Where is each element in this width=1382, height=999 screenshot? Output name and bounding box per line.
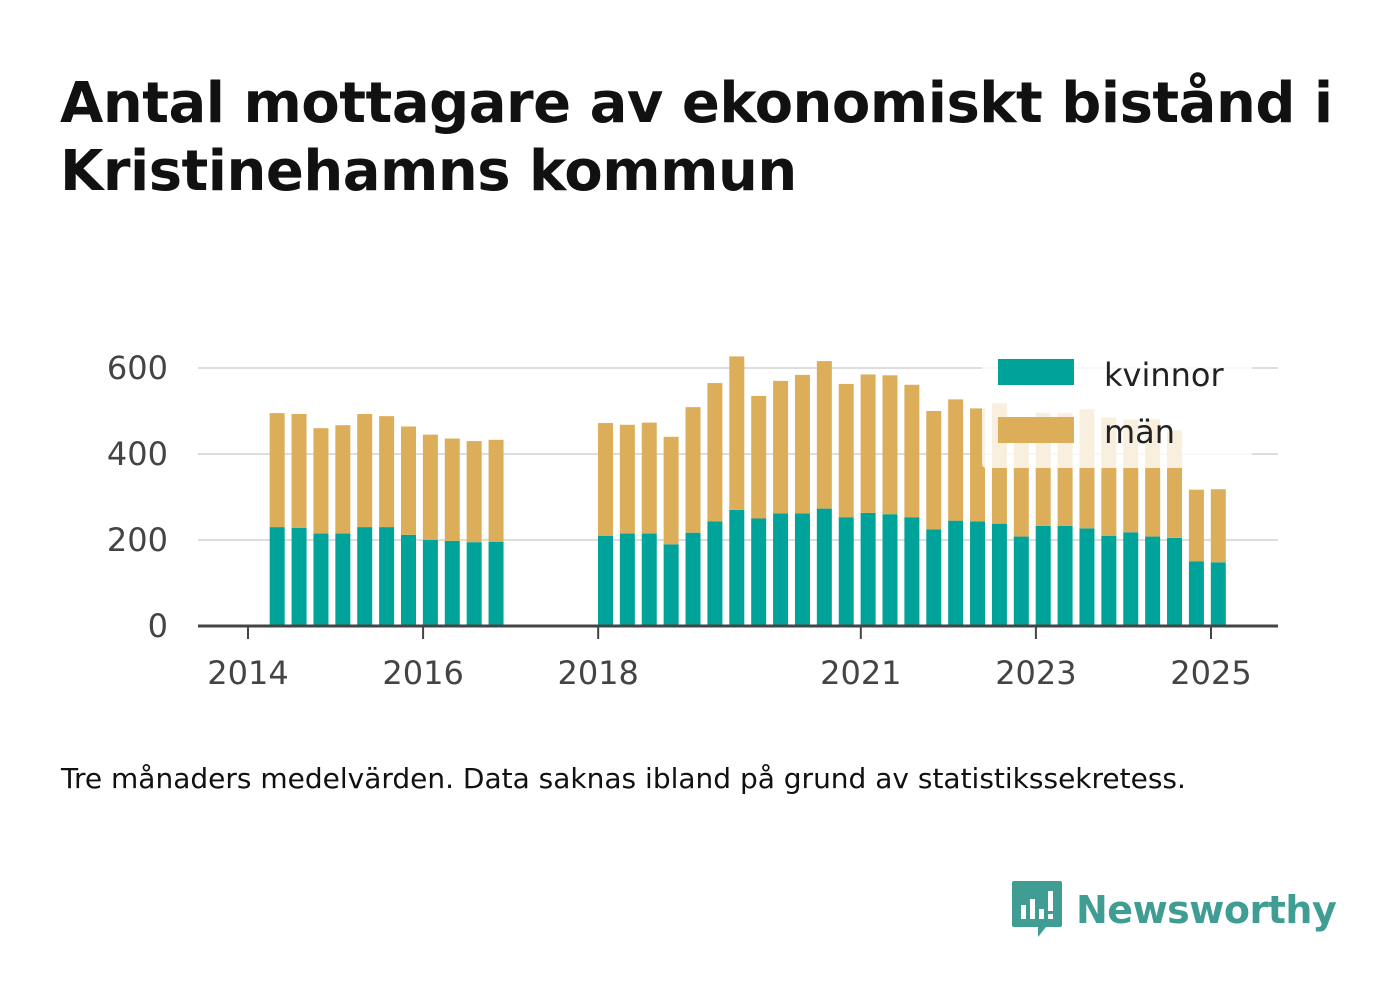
bar-man-2016-08 bbox=[466, 441, 482, 543]
bar-man-2018-05 bbox=[619, 424, 635, 534]
bar-kvinnor-2014-11 bbox=[313, 533, 329, 626]
legend-swatch-man bbox=[998, 417, 1074, 443]
bar-kvinnor-2018-11 bbox=[663, 544, 679, 626]
bar-man-2015-08 bbox=[379, 416, 395, 528]
bar-man-2020-02 bbox=[773, 380, 789, 514]
chart-title: Antal mottagare av ekonomiskt bistånd i … bbox=[60, 71, 1333, 204]
bar-man-2014-05 bbox=[269, 413, 285, 528]
legend-label-man: män bbox=[1104, 413, 1175, 451]
bar-kvinnor-2022-11 bbox=[1013, 536, 1029, 626]
bar-kvinnor-2025-02 bbox=[1210, 562, 1226, 626]
bar-man-2019-11 bbox=[751, 395, 767, 519]
bar-kvinnor-2023-02 bbox=[1035, 525, 1051, 626]
bar-man-2021-05 bbox=[882, 375, 898, 515]
bar-man-2018-11 bbox=[663, 436, 679, 545]
y-tick-label: 400 bbox=[107, 435, 168, 473]
legend-label-kvinnor: kvinnor bbox=[1104, 356, 1225, 394]
bar-man-2016-02 bbox=[422, 434, 438, 540]
bar-kvinnor-2024-02 bbox=[1123, 532, 1139, 626]
x-tick-label: 2016 bbox=[382, 654, 463, 692]
bar-kvinnor-2021-11 bbox=[926, 529, 942, 626]
bar-man-2015-02 bbox=[335, 425, 351, 534]
bar-kvinnor-2018-08 bbox=[641, 533, 657, 626]
bar-kvinnor-2014-05 bbox=[269, 527, 285, 626]
brand-name: Newsworthy bbox=[1076, 888, 1337, 932]
bar-kvinnor-2015-05 bbox=[357, 527, 373, 626]
bar-kvinnor-2020-05 bbox=[794, 513, 810, 626]
bar-kvinnor-2020-08 bbox=[816, 508, 832, 626]
bar-kvinnor-2021-05 bbox=[882, 514, 898, 626]
y-tick-label: 0 bbox=[148, 607, 168, 645]
bar-kvinnor-2016-11 bbox=[488, 541, 504, 626]
bar-kvinnor-2023-11 bbox=[1101, 535, 1117, 626]
bar-man-2019-02 bbox=[685, 407, 701, 533]
bar-kvinnor-2022-08 bbox=[991, 523, 1007, 626]
bar-kvinnor-2020-11 bbox=[838, 517, 854, 626]
bar-kvinnor-2021-08 bbox=[904, 517, 920, 626]
bar-man-2025-02 bbox=[1210, 489, 1226, 563]
bar-kvinnor-2024-08 bbox=[1167, 537, 1183, 626]
bar-kvinnor-2018-02 bbox=[597, 535, 613, 626]
legend: kvinnor män bbox=[982, 346, 1252, 468]
bar-man-2018-02 bbox=[597, 423, 613, 536]
bar-kvinnor-2022-05 bbox=[970, 521, 986, 626]
y-tick-label: 200 bbox=[107, 521, 168, 559]
bar-kvinnor-2016-05 bbox=[444, 540, 460, 626]
bar-kvinnor-2024-11 bbox=[1188, 561, 1204, 626]
bars bbox=[269, 356, 1226, 626]
bar-kvinnor-2015-11 bbox=[401, 534, 416, 626]
newsworthy-logo-icon bbox=[1012, 881, 1062, 937]
x-tick-label: 2021 bbox=[820, 654, 901, 692]
bar-kvinnor-2020-02 bbox=[773, 513, 789, 626]
bar-kvinnor-2015-02 bbox=[335, 533, 351, 626]
bar-kvinnor-2021-02 bbox=[860, 512, 876, 626]
bar-kvinnor-2015-08 bbox=[379, 527, 395, 626]
bar-man-2021-08 bbox=[904, 384, 920, 518]
bar-kvinnor-2024-05 bbox=[1145, 536, 1161, 626]
bar-man-2014-08 bbox=[291, 414, 307, 528]
bar-man-2022-05 bbox=[970, 408, 986, 522]
bar-man-2019-05 bbox=[707, 383, 723, 522]
bar-man-2016-05 bbox=[444, 438, 460, 541]
bar-kvinnor-2019-05 bbox=[707, 521, 723, 626]
bar-man-2024-11 bbox=[1188, 489, 1204, 562]
bar-kvinnor-2019-02 bbox=[685, 532, 701, 626]
bar-man-2015-05 bbox=[357, 414, 373, 528]
bar-man-2020-05 bbox=[794, 374, 810, 514]
bar-kvinnor-2023-05 bbox=[1057, 525, 1073, 626]
bar-man-2021-02 bbox=[860, 374, 876, 513]
x-tick-label: 2014 bbox=[207, 654, 288, 692]
bar-man-2014-11 bbox=[313, 428, 329, 534]
bar-man-2019-08 bbox=[729, 356, 745, 510]
bar-man-2020-11 bbox=[838, 383, 854, 518]
brand-logo[interactable]: Newsworthy bbox=[1010, 878, 1337, 942]
bar-man-2015-11 bbox=[401, 426, 416, 535]
bar-kvinnor-2016-02 bbox=[422, 540, 438, 626]
bar-man-2018-08 bbox=[641, 422, 657, 534]
bar-man-2016-11 bbox=[488, 439, 504, 542]
y-tick-label: 600 bbox=[107, 349, 168, 387]
bar-kvinnor-2018-05 bbox=[619, 533, 635, 626]
bar-kvinnor-2023-08 bbox=[1079, 528, 1095, 626]
x-tick-label: 2025 bbox=[1170, 654, 1251, 692]
bar-kvinnor-2019-11 bbox=[751, 518, 767, 626]
bar-man-2020-08 bbox=[816, 361, 832, 509]
bar-kvinnor-2016-08 bbox=[466, 542, 482, 626]
bar-kvinnor-2022-02 bbox=[948, 520, 964, 626]
footnote: Tre månaders medelvärden. Data saknas ib… bbox=[61, 762, 1186, 795]
axes: 0 200 400 600 2014 2016 2018 2021 2023 2025 bbox=[107, 349, 1278, 692]
legend-swatch-kvinnor bbox=[998, 359, 1074, 385]
bar-man-2022-02 bbox=[948, 399, 964, 521]
x-tick-label: 2018 bbox=[557, 654, 638, 692]
bar-kvinnor-2014-08 bbox=[291, 527, 307, 626]
bar-man-2021-11 bbox=[926, 411, 942, 530]
x-tick-label: 2023 bbox=[995, 654, 1076, 692]
bar-kvinnor-2019-08 bbox=[729, 509, 745, 626]
